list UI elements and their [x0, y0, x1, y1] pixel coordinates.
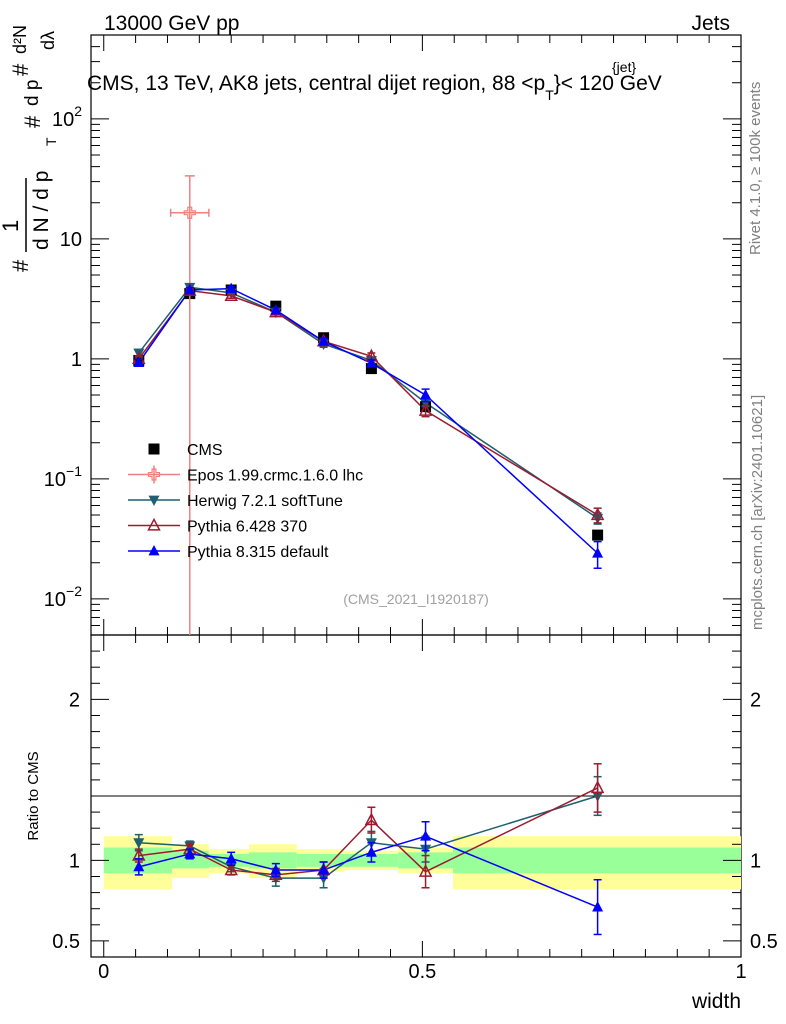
plot-title-sub: T	[545, 87, 554, 103]
ratio-band-green-3	[249, 852, 297, 869]
ratio-y-axis: 0.5 0.5 1 1 2 2	[52, 650, 778, 953]
ratio-point-2-7	[592, 901, 604, 912]
ratio-point-2-4	[318, 864, 330, 875]
ratio-point-0-0	[133, 838, 145, 849]
ylabel-hash: #	[8, 259, 33, 272]
main-point-3-2	[224, 288, 238, 302]
main-point-3-7	[590, 507, 605, 521]
main-point-1-0	[183, 206, 196, 219]
ratio-ytick-label-left: 2	[69, 689, 80, 711]
main-ytick-exp: 2	[74, 103, 82, 119]
analysis-id: (CMS_2021_I1920187)	[343, 591, 489, 607]
x-axis: 0 0.5 1	[98, 35, 747, 983]
main-ytick-label: 10−1	[44, 463, 82, 491]
main-ytick-label: 10−2	[44, 583, 82, 611]
ratio-line-0	[138, 795, 598, 879]
ylabel-top: d²N	[10, 25, 30, 54]
ratio-ytick-label-left: 1	[69, 850, 80, 872]
ratio-ytick-label-right: 2	[750, 689, 761, 711]
legend-label-0: CMS	[187, 442, 223, 459]
legend-label-3: Pythia 6.428 370	[187, 519, 307, 536]
main-point-4-3	[270, 304, 282, 315]
main-point-0-7	[592, 529, 604, 541]
legend-marker-4	[148, 544, 160, 556]
main-line-3	[138, 289, 599, 516]
ylabel-bot1: d p	[22, 80, 43, 106]
ratio-series	[132, 763, 605, 936]
ratio-point-1-6	[418, 864, 433, 877]
main-point-4-4	[318, 335, 330, 346]
mcplots-label: mcplots.cern.ch [arXiv:2401.10621]	[749, 395, 766, 630]
main-point-4-2	[225, 282, 237, 294]
ratio-ylabel: Ratio to CMS	[25, 751, 42, 840]
legend: CMS Epos 1.99.crmc.1.6.0 lhc Herwig 7.2.1 …	[128, 442, 363, 561]
main-point-4-5	[365, 357, 377, 368]
ratio-band-green-4	[296, 853, 345, 867]
main-ytick-label: 1	[71, 349, 82, 371]
main-ytick-exp: −1	[66, 463, 82, 479]
main-point-4-0	[133, 356, 145, 368]
main-point-4-6	[420, 388, 432, 400]
main-series	[132, 175, 605, 635]
header-right: Jets	[691, 12, 730, 35]
main-ytick-base: 10	[44, 589, 66, 611]
plot-title-main: CMS, 13 TeV, AK8 jets, central dijet reg…	[87, 72, 545, 95]
ratio-ytick-label-right: 1	[750, 850, 761, 872]
plot-title-tail: }< 120 GeV	[554, 72, 662, 95]
legend-label-4: Pythia 8.315 default	[187, 544, 329, 561]
plot-title: CMS, 13 TeV, AK8 jets, central dijet reg…	[87, 72, 662, 103]
main-ylabel: # 1 d N / d p T # d p # d²N dλ	[0, 25, 59, 272]
ratio-point-2-2	[225, 852, 237, 864]
legend-marker-3	[147, 517, 161, 531]
ratio-point-2-1	[184, 847, 196, 859]
ratio-point-1-2	[224, 862, 238, 876]
main-line-2	[138, 286, 599, 519]
main-ytick-base: 10	[44, 469, 66, 491]
legend-label-2: Herwig 7.2.1 softTune	[187, 493, 343, 510]
header-left: 13000 GeV pp	[104, 12, 239, 35]
main-point-0-5	[365, 363, 377, 375]
ratio-line-1	[138, 787, 598, 876]
x-axis-label: width	[691, 990, 741, 1013]
ylabel-hash2: #	[20, 115, 45, 128]
main-ytick-label: 10	[60, 229, 82, 251]
main-ytick-exp: −2	[66, 583, 82, 599]
ylabel-bot2: dλ	[38, 31, 58, 50]
ratio-point-2-3	[270, 864, 282, 875]
ratio-point-2-6	[420, 830, 432, 841]
legend-marker-0	[148, 443, 160, 455]
main-line-4	[138, 287, 599, 554]
ratio-point-0-4	[318, 873, 330, 885]
x-tick-label: 1	[735, 961, 746, 983]
main-point-4-7	[592, 547, 604, 558]
ratio-band-green-7	[452, 847, 741, 874]
ratio-point-1-5	[364, 812, 379, 826]
ratio-line-2	[138, 835, 598, 908]
main-point-4-1	[184, 283, 196, 295]
ratio-point-2-5	[365, 846, 377, 857]
ratio-point-2-0	[133, 860, 145, 872]
plot-title-sup: {jet}	[612, 59, 636, 75]
x-tick-label: 0	[98, 961, 109, 983]
rivet-label: Rivet 4.1.0, ≥ 100k events	[747, 82, 764, 255]
ylabel-one: 1	[0, 220, 23, 232]
x-tick-label: 0.5	[408, 961, 436, 983]
ratio-ytick-label-left: 0.5	[52, 931, 80, 953]
main-point-3-6	[418, 403, 433, 416]
ratio-point-1-7	[590, 780, 605, 794]
main-ytick-label: 102	[52, 103, 82, 131]
legend-marker-1	[147, 468, 161, 481]
main-ytick-base: 10	[52, 109, 74, 131]
ratio-ytick-label-right: 0.5	[750, 931, 778, 953]
ratio-bands	[103, 836, 741, 890]
legend-label-1: Epos 1.99.crmc.1.6.0 lhc	[187, 468, 363, 485]
ylabel-hash3: #	[8, 63, 33, 76]
legend-marker-2	[148, 495, 160, 507]
ylabel-dn: d N / d p	[30, 171, 53, 250]
ylabel-t: T	[43, 137, 59, 146]
